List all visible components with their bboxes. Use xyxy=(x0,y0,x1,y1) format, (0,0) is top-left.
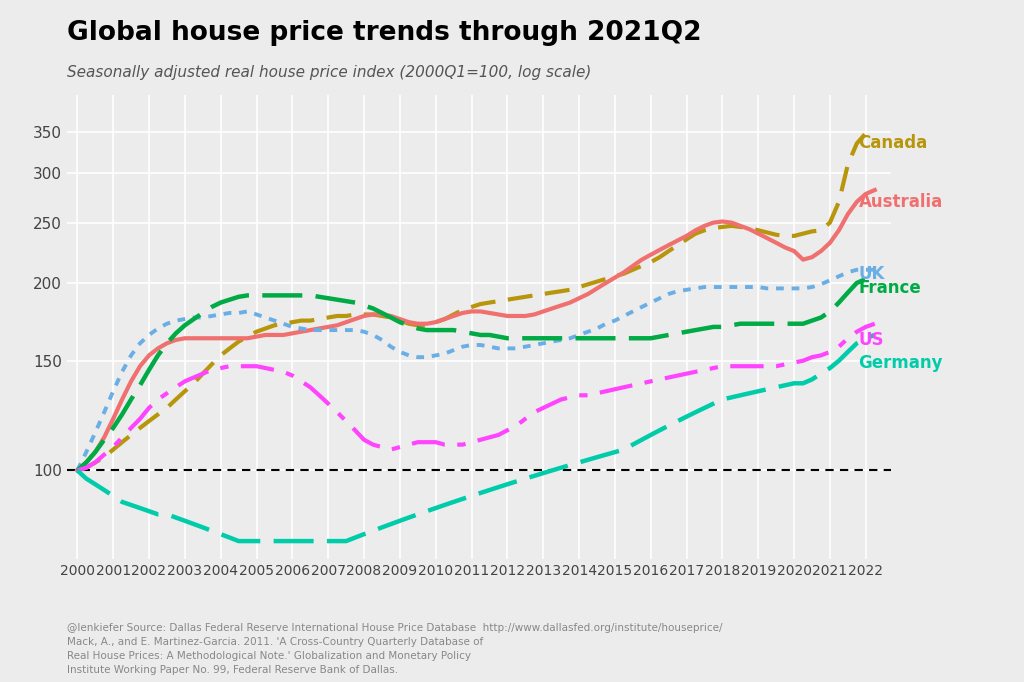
Text: UK: UK xyxy=(858,265,885,282)
Text: US: US xyxy=(858,331,884,349)
Text: Global house price trends through 2021Q2: Global house price trends through 2021Q2 xyxy=(67,20,701,46)
Text: France: France xyxy=(858,280,922,297)
Text: Seasonally adjusted real house price index (2000Q1=100, log scale): Seasonally adjusted real house price ind… xyxy=(67,65,591,80)
Text: Australia: Australia xyxy=(858,193,943,211)
Text: @lenkiefer Source: Dallas Federal Reserve International House Price Database  ht: @lenkiefer Source: Dallas Federal Reserv… xyxy=(67,623,722,675)
Text: Germany: Germany xyxy=(858,353,943,372)
Text: Canada: Canada xyxy=(858,134,928,153)
